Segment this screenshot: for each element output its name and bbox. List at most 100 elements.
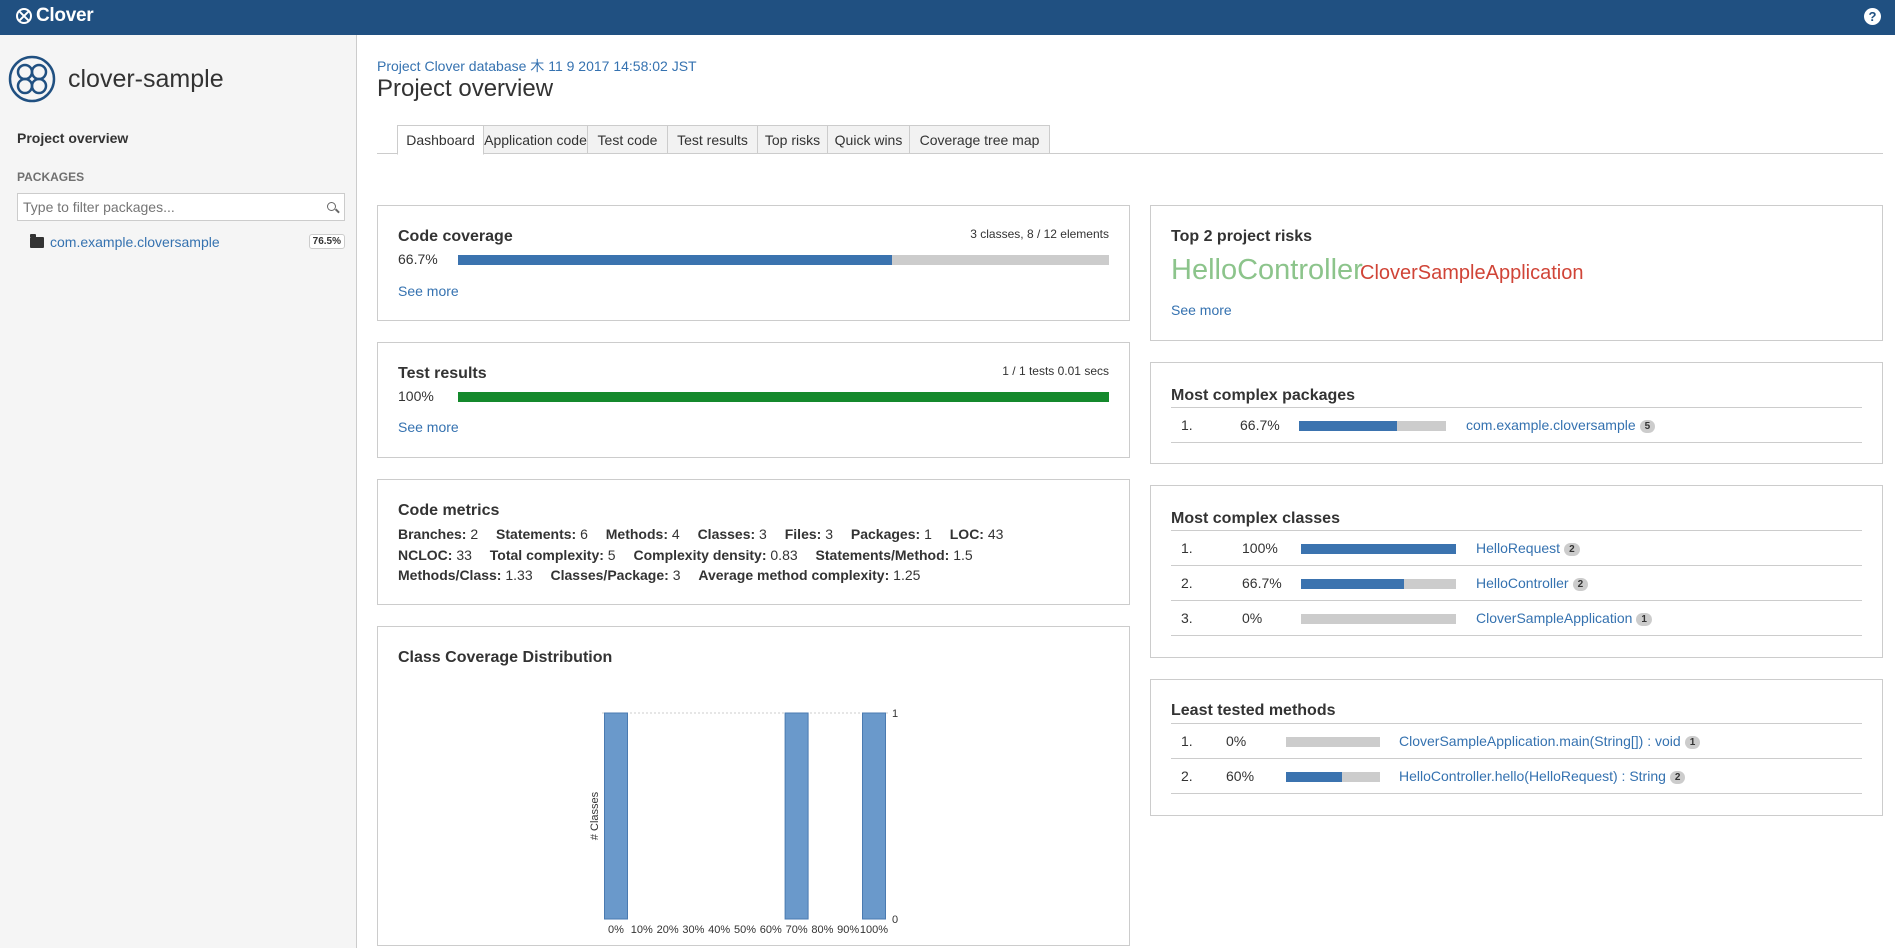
- class-link[interactable]: HelloRequest: [1476, 540, 1561, 556]
- least-tested-list: 1. 0% CloverSampleApplication.main(Strin…: [1171, 723, 1862, 794]
- y-axis-label: # Classes: [589, 791, 601, 840]
- clover-logo-icon: [16, 8, 32, 24]
- code-coverage-panel: Code coverage 3 classes, 8 / 12 elements…: [377, 205, 1130, 321]
- clover-brand-link[interactable]: Clover: [16, 5, 94, 27]
- code-metrics-panel: Code metrics Branches: 2 Statements: 6 M…: [377, 479, 1130, 605]
- package-filter: [17, 193, 345, 221]
- complex-classes-title: Most complex classes: [1171, 510, 1340, 527]
- package-link[interactable]: com.example.cloversample: [50, 234, 220, 250]
- test-results-percent: 100%: [398, 388, 434, 404]
- class-link[interactable]: HelloController: [1476, 575, 1569, 591]
- rank: 2.: [1181, 575, 1193, 591]
- coverage-summary: 3 classes, 8 / 12 elements: [970, 227, 1109, 241]
- top-header: Clover ?: [0, 0, 1895, 35]
- test-results-title: Test results: [398, 365, 487, 382]
- rank: 1.: [1181, 540, 1193, 556]
- methods-per-class-label: Methods/Class:: [398, 567, 502, 583]
- loc-label: LOC:: [949, 526, 984, 542]
- tab-test-results[interactable]: Test results: [668, 125, 758, 154]
- x-tick-label: 10%: [631, 924, 653, 936]
- x-tick-label: 0%: [608, 924, 624, 936]
- package-link[interactable]: com.example.cloversample: [1466, 417, 1636, 433]
- classes-label: Classes:: [697, 526, 756, 542]
- complexity-density-label: Complexity density:: [633, 546, 767, 563]
- x-tick-label: 70%: [786, 924, 808, 936]
- tab-bar: Dashboard Application code Test code Tes…: [377, 125, 1883, 155]
- method-link[interactable]: HelloController.hello(HelloRequest) : St…: [1399, 768, 1666, 784]
- complex-packages-list: 1. 66.7% com.example.cloversample 5: [1171, 407, 1862, 443]
- total-complexity-label: Total complexity:: [489, 546, 604, 563]
- project-name: clover-sample: [68, 64, 224, 93]
- avg-method-complexity-value: 1.25: [893, 567, 921, 583]
- complexity-bar: [1301, 579, 1456, 589]
- percent: 100%: [1242, 540, 1278, 556]
- risks-see-more-link[interactable]: See more: [1171, 302, 1232, 318]
- top-risks-title: Top 2 project risks: [1171, 228, 1313, 245]
- least-tested-title: Least tested methods: [1171, 702, 1336, 719]
- folder-icon: [30, 233, 44, 248]
- methods-per-class-value: 1.33: [505, 567, 533, 583]
- class-link[interactable]: CloverSampleApplication: [1476, 610, 1633, 626]
- coverage-percent: 66.7%: [398, 251, 438, 267]
- methods-label: Methods:: [605, 526, 668, 542]
- least-tested-methods-panel: Least tested methods 1. 0% CloverSampleA…: [1150, 679, 1883, 816]
- tab-application-code[interactable]: Application code: [484, 125, 588, 154]
- list-item: 2. 60% HelloController.hello(HelloReques…: [1171, 759, 1862, 794]
- test-results-see-more-link[interactable]: See more: [398, 419, 459, 435]
- test-results-bar: [458, 392, 1109, 402]
- complexity-bar: [1301, 614, 1456, 624]
- loc-value: 43: [987, 526, 1004, 542]
- metrics-list: Branches: 2 Statements: 6 Methods: 4 Cla…: [398, 524, 1017, 586]
- database-info-link[interactable]: Project Clover database 木 11 9 2017 14:5…: [377, 58, 697, 74]
- tab-coverage-tree-map[interactable]: Coverage tree map: [910, 125, 1050, 154]
- test-results-panel: Test results 1 / 1 tests 0.01 secs 100% …: [377, 342, 1130, 458]
- files-value: 3: [825, 526, 833, 542]
- brand-label: Clover: [36, 5, 94, 26]
- statements-per-method-label: Statements/Method:: [815, 546, 950, 563]
- tab-top-risks[interactable]: Top risks: [758, 125, 828, 154]
- total-complexity-value: 5: [607, 546, 616, 563]
- y-tick-label: 0: [892, 914, 898, 926]
- complexity-count-badge: 2: [1669, 771, 1686, 784]
- complex-packages-title: Most complex packages: [1171, 387, 1356, 404]
- x-tick-label: 40%: [708, 924, 730, 936]
- packages-label: Packages:: [850, 526, 921, 542]
- coverage-bar-fill: [458, 255, 893, 265]
- tab-quick-wins[interactable]: Quick wins: [828, 125, 910, 154]
- coverage-see-more-link[interactable]: See more: [398, 283, 459, 299]
- coverage-bar-fill: [1286, 772, 1343, 782]
- project-header: clover-sample: [8, 55, 224, 103]
- statements-label: Statements:: [496, 526, 577, 542]
- code-metrics-title: Code metrics: [398, 502, 500, 519]
- packages-value: 1: [924, 526, 932, 542]
- percent: 66.7%: [1240, 417, 1280, 433]
- percent: 0%: [1226, 733, 1247, 749]
- help-icon[interactable]: ?: [1864, 8, 1881, 25]
- top-risks-panel: Top 2 project risks HelloController Clov…: [1150, 205, 1883, 341]
- x-tick-label: 60%: [760, 924, 782, 936]
- x-tick-label: 90%: [837, 924, 859, 936]
- tab-test-code[interactable]: Test code: [588, 125, 668, 154]
- statements-per-method-value: 1.5: [953, 546, 973, 563]
- complex-classes-list: 1. 100% HelloRequest 2 2. 66.7% HelloCont…: [1171, 530, 1862, 636]
- classes-value: 3: [759, 526, 767, 542]
- x-tick-label: 100%: [860, 924, 888, 936]
- complexity-count-badge: 1: [1636, 613, 1652, 626]
- packages-heading: PACKAGES: [17, 170, 85, 184]
- package-coverage-badge: 76.5%: [308, 234, 345, 249]
- sidebar-item-project-overview[interactable]: Project overview: [17, 130, 129, 146]
- coverage-bar: [1286, 737, 1380, 747]
- list-item: 1. 0% CloverSampleApplication.main(Strin…: [1171, 724, 1862, 759]
- risk-class-link-low[interactable]: CloverSampleApplication: [1360, 262, 1584, 284]
- risk-class-link-high[interactable]: HelloController: [1171, 254, 1363, 286]
- distribution-title: Class Coverage Distribution: [398, 649, 613, 666]
- tab-dashboard[interactable]: Dashboard: [397, 125, 484, 155]
- method-link[interactable]: CloverSampleApplication.main(String[]) :…: [1399, 733, 1681, 749]
- complexity-bar: [1299, 421, 1446, 431]
- complexity-bar-fill: [1301, 544, 1456, 554]
- x-tick-label: 80%: [811, 924, 833, 936]
- rank: 2.: [1181, 768, 1193, 784]
- package-filter-input[interactable]: [18, 194, 308, 220]
- statements-value: 6: [580, 526, 588, 542]
- branches-label: Branches:: [398, 526, 467, 542]
